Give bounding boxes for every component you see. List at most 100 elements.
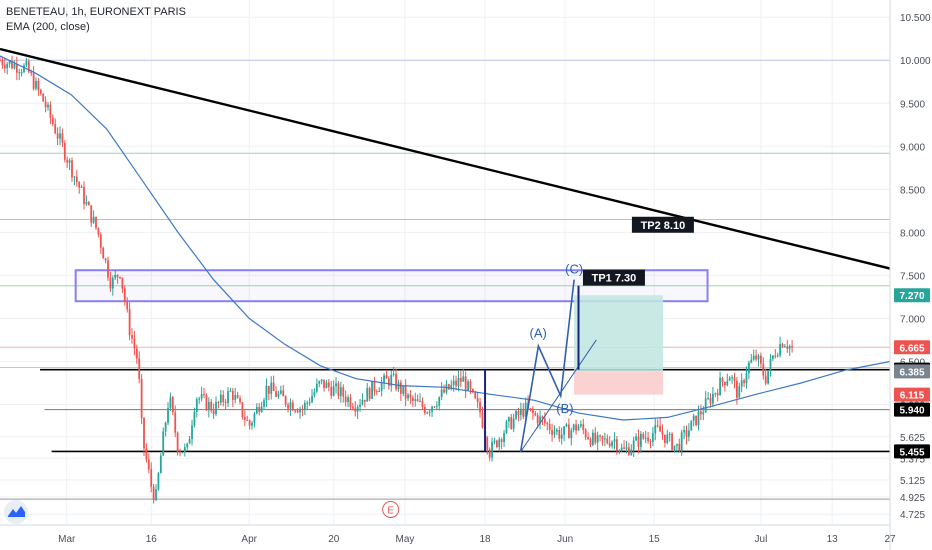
candle-body	[133, 338, 136, 349]
candle-body	[728, 377, 731, 381]
candle-body	[534, 413, 537, 416]
candle-body	[200, 394, 203, 399]
trendline[interactable]	[0, 47, 891, 270]
candle-body	[491, 441, 493, 458]
candle-body	[6, 63, 9, 69]
candle-body	[438, 396, 441, 406]
candle-body	[174, 412, 177, 433]
x-tick-label: 16	[146, 534, 158, 545]
candle-body	[246, 419, 249, 421]
wave-path	[519, 279, 575, 452]
candle-body	[15, 63, 18, 73]
candle-body	[327, 382, 330, 388]
candle-body	[181, 452, 184, 454]
candle-body	[683, 430, 685, 433]
candle-body	[565, 424, 568, 427]
candle-body	[279, 390, 282, 394]
wave-channel-line	[520, 339, 597, 453]
candle-body	[171, 397, 174, 413]
candle-body	[635, 436, 637, 441]
candle-body	[255, 406, 258, 414]
candle-body	[740, 380, 743, 387]
candle-body	[747, 362, 750, 374]
candle-body	[493, 440, 496, 442]
x-tick-label: 13	[827, 534, 839, 545]
candle-body	[560, 434, 563, 439]
candle-body	[611, 441, 613, 447]
candle-body	[11, 60, 13, 69]
candle-body	[378, 390, 381, 392]
price-badge-label: 5.455	[899, 447, 924, 458]
long-position-tool[interactable]	[574, 295, 664, 395]
candle-body	[431, 406, 433, 412]
candle-body	[620, 447, 623, 451]
candle-body	[570, 429, 573, 439]
x-tick-label: Jun	[557, 534, 573, 545]
candle-body	[44, 101, 47, 108]
candle-body	[195, 399, 198, 412]
candle-body	[723, 381, 726, 386]
candle-body	[690, 420, 693, 431]
candle-body	[337, 383, 340, 396]
candle-body	[642, 433, 645, 439]
candle-body	[495, 440, 498, 447]
candle-body	[303, 402, 306, 410]
candle-body	[111, 278, 114, 289]
candle-body	[342, 387, 345, 397]
candle-body	[104, 258, 107, 261]
candle-body	[541, 416, 544, 419]
candle-body	[349, 397, 352, 407]
candle-body	[503, 432, 505, 442]
candle-body	[699, 411, 702, 415]
candle-body	[87, 202, 90, 206]
candle-body	[51, 117, 54, 125]
candle-body	[164, 422, 167, 432]
candle-body	[135, 348, 138, 359]
candle-body	[404, 385, 407, 399]
candle-body	[627, 447, 630, 455]
candle-body	[42, 93, 45, 102]
candle-body	[743, 380, 745, 384]
candle-body	[85, 202, 88, 205]
candle-body	[138, 358, 141, 380]
candle-body	[152, 486, 155, 500]
chart-labels: TP2 8.10 TP1 7.30 E	[4, 216, 694, 524]
candle-body	[109, 277, 112, 289]
candle-body	[661, 431, 664, 435]
candle-body	[486, 437, 489, 450]
candle-body	[253, 413, 256, 423]
candle-body	[505, 421, 508, 433]
candle-body	[596, 435, 599, 443]
candle-body	[116, 274, 119, 277]
candle-body	[354, 408, 357, 412]
candle-body	[205, 394, 208, 411]
candle-body	[207, 401, 210, 411]
candle-body	[738, 386, 741, 398]
candle-body	[515, 411, 517, 419]
profit-target-area	[574, 295, 664, 372]
candle-body	[8, 60, 11, 64]
candle-body	[260, 406, 263, 412]
candle-body	[99, 234, 102, 248]
candle-body	[649, 440, 652, 442]
tp2-badge-bg	[631, 216, 694, 233]
y-tick-label: 5.625	[900, 433, 925, 444]
candle-body	[563, 426, 565, 435]
earnings-letter: E	[387, 506, 394, 517]
candle-body	[714, 393, 717, 395]
candle-body	[637, 436, 640, 447]
y-tick-label: 5.375	[900, 454, 925, 465]
candle-body	[356, 406, 359, 412]
candle-body	[779, 344, 781, 356]
candle-body	[543, 418, 546, 424]
elliott-wave[interactable]: (A) (B) (C)	[519, 262, 597, 453]
candle-body	[678, 443, 681, 451]
candle-body	[191, 425, 193, 440]
candle-body	[203, 394, 205, 396]
candle-body	[546, 423, 549, 425]
candle-body	[1, 60, 4, 65]
candle-body	[553, 431, 556, 435]
candle-body	[697, 411, 700, 426]
